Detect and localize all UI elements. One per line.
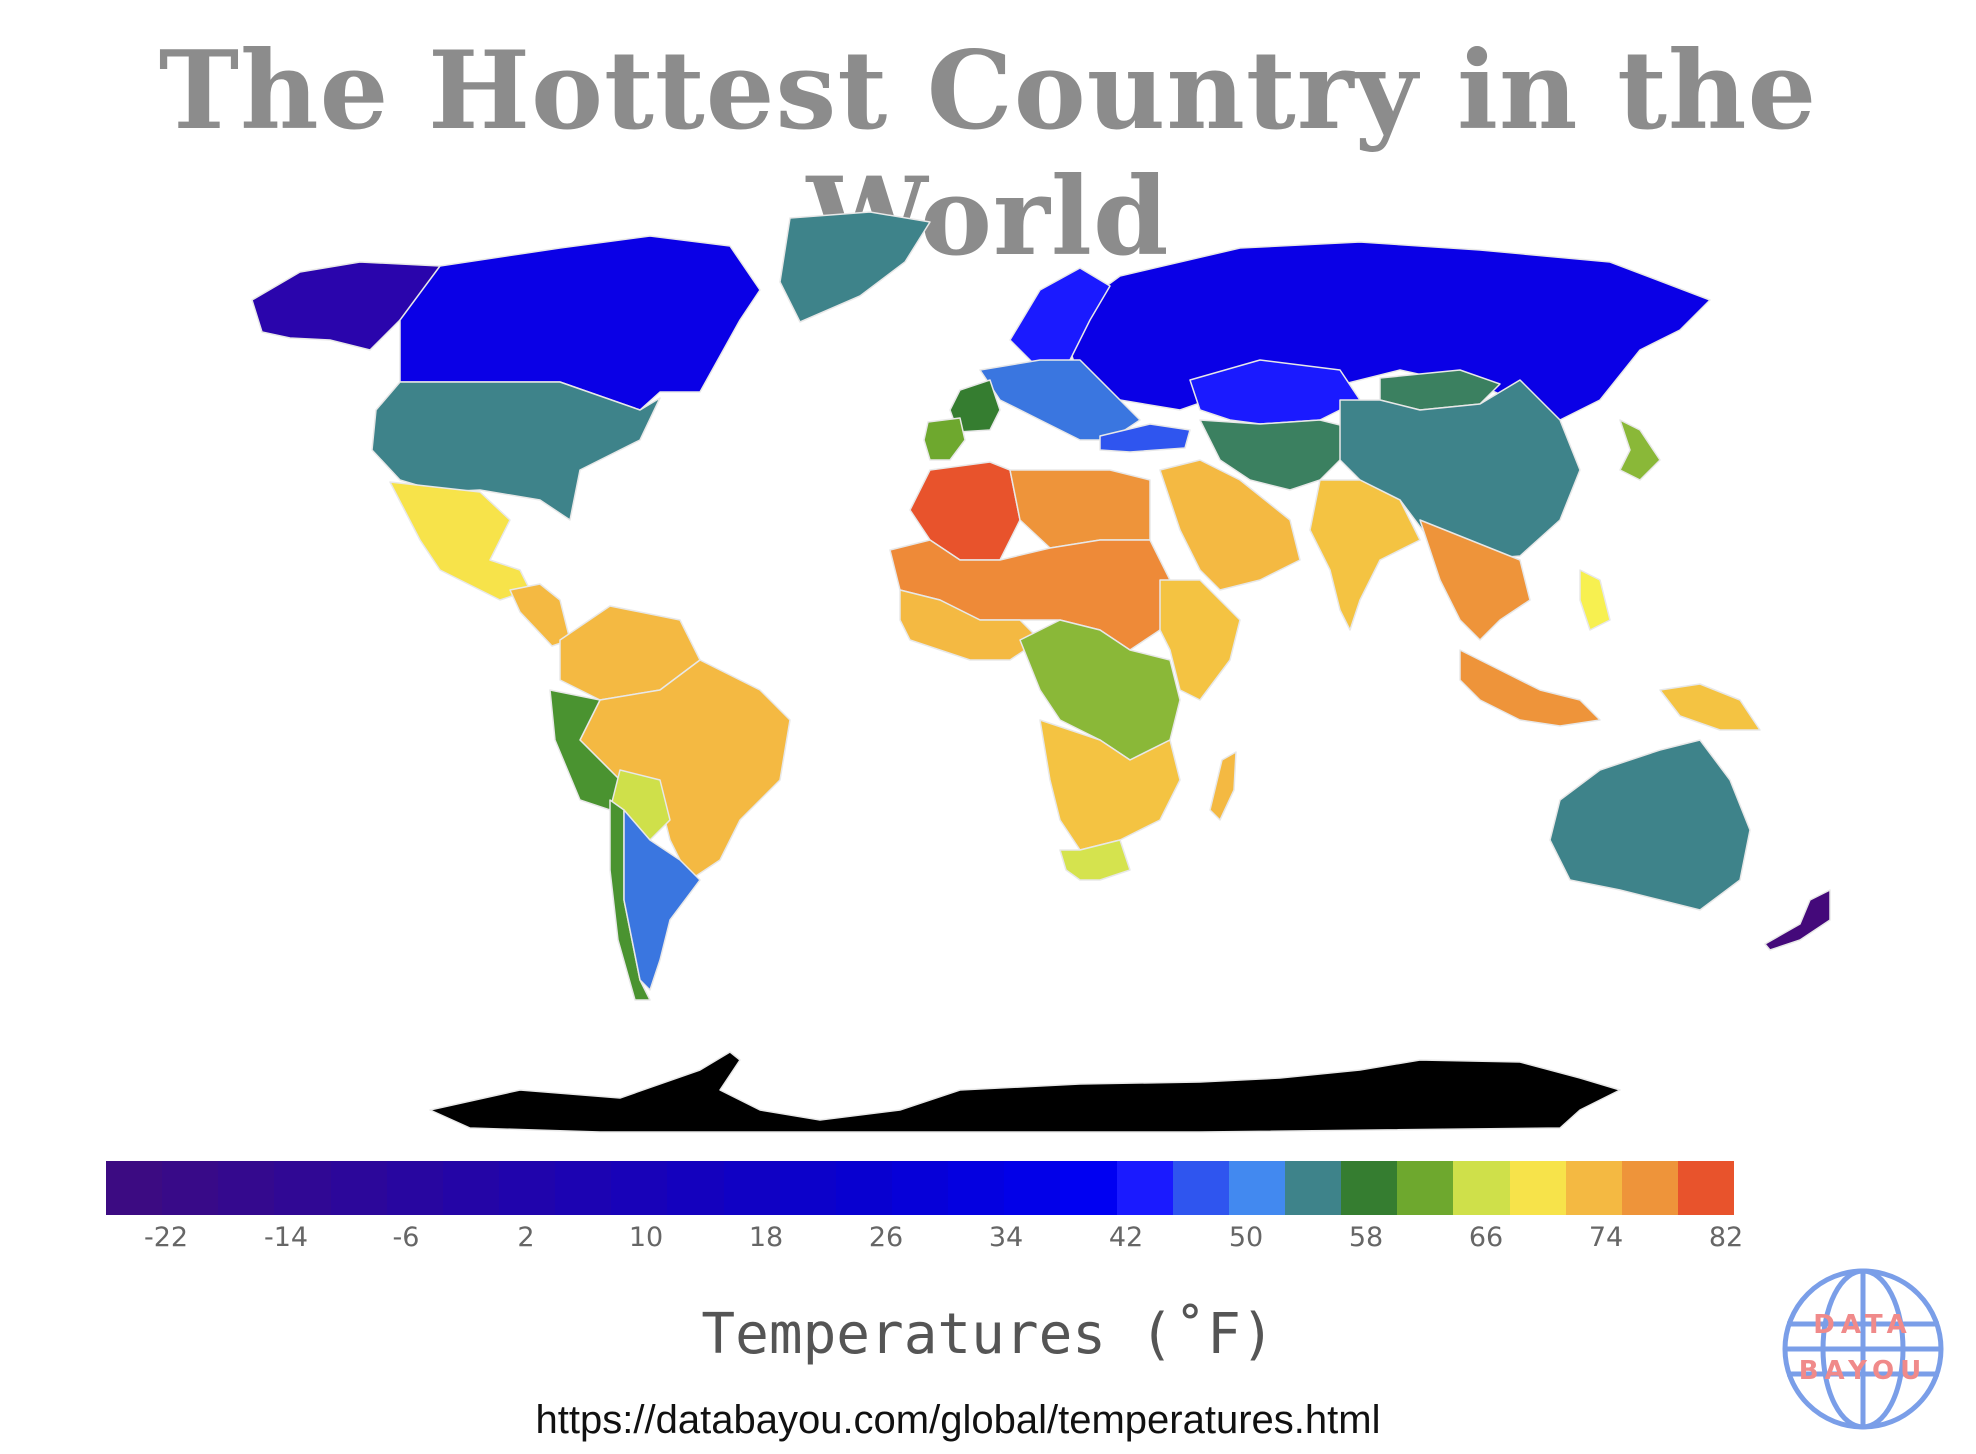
region-arabia[interactable]: Central Africa <box>1159 459 1301 591</box>
region-united-states[interactable]: United States <box>371 381 661 521</box>
region-greenland[interactable]: Alaska <box>779 211 931 323</box>
region-west-africa[interactable]: East Africa <box>899 589 1041 661</box>
scale-segment <box>948 1161 1005 1215</box>
scale-segment <box>1621 1161 1678 1215</box>
scale-tick-label: 18 <box>748 1222 784 1253</box>
scale-segment <box>835 1161 892 1215</box>
scale-segment <box>498 1161 556 1215</box>
region-central-asia[interactable]: Japan <box>1199 419 1361 491</box>
scale-tick-label: 58 <box>1348 1222 1384 1253</box>
region-libya-egypt[interactable]: West Africa <box>1009 469 1151 549</box>
scale-segment <box>386 1161 443 1215</box>
temperature-color-scale <box>106 1161 1735 1215</box>
scale-segment <box>1172 1161 1229 1215</box>
scale-tick-label: 50 <box>1228 1222 1264 1253</box>
scale-segment <box>1341 1161 1398 1215</box>
scale-tick-label: 10 <box>628 1222 664 1253</box>
scale-segment <box>1228 1161 1285 1215</box>
temperature-scale-ticks: -22 -14 -6 2 10 18 26 34 42 50 58 66 74 82 <box>106 1222 1743 1253</box>
scale-segment <box>891 1161 949 1215</box>
region-india[interactable]: India <box>1309 479 1421 631</box>
scale-segment <box>1284 1161 1342 1215</box>
region-new-guinea[interactable]: Libya/Egypt <box>1659 683 1761 731</box>
region-east-africa[interactable]: Southern Africa <box>1159 579 1241 701</box>
scale-segment <box>218 1161 275 1215</box>
scale-tick-label: -6 <box>392 1222 420 1253</box>
region-antarctica[interactable] <box>429 1051 1621 1133</box>
scale-segment <box>106 1161 163 1215</box>
scale-segment <box>330 1161 387 1215</box>
scale-tick-label: 42 <box>1108 1222 1144 1253</box>
scale-segment <box>667 1161 724 1215</box>
region-madagascar[interactable]: New Guinea <box>1209 751 1237 821</box>
scale-tick-label: 74 <box>1588 1222 1624 1253</box>
region-turkey[interactable]: Kazakhstan <box>1099 423 1191 453</box>
scale-tick-label: -22 <box>143 1222 189 1253</box>
scale-segment <box>555 1161 612 1215</box>
legend-label: Temperatures (˚F) <box>701 1302 1275 1367</box>
scale-tick-label: 34 <box>988 1222 1024 1253</box>
region-central-africa[interactable]: South Africa <box>1019 619 1181 761</box>
logo-text-line2: BAYOU <box>1798 1356 1928 1386</box>
scale-segment <box>611 1161 668 1215</box>
region-argentina[interactable]: Chile <box>623 809 701 991</box>
region-indonesia[interactable]: Indonesia <box>1459 649 1601 727</box>
scale-segment <box>1004 1161 1061 1215</box>
scale-tick-label: 82 <box>1708 1222 1744 1253</box>
region-central-america[interactable]: Central America <box>509 583 571 647</box>
region-france[interactable]: France <box>949 379 1001 433</box>
region-spain[interactable]: Spain <box>923 417 966 461</box>
scale-segment <box>1565 1161 1622 1215</box>
source-url[interactable]: https://databayou.com/global/temperature… <box>535 1398 1381 1442</box>
scale-segment <box>162 1161 219 1215</box>
logo-text-line1: DATA <box>1813 1310 1913 1340</box>
scale-segment <box>1397 1161 1454 1215</box>
region-southern-africa[interactable]: Madagascar <box>1039 719 1181 851</box>
scale-segment <box>1116 1161 1173 1215</box>
scale-segment <box>1060 1161 1117 1215</box>
scale-tick-label: -14 <box>263 1222 309 1253</box>
globe-icon <box>1782 1268 1944 1430</box>
scale-segment <box>1509 1161 1566 1215</box>
region-new-zealand[interactable]: Antarctica <box>1764 889 1831 951</box>
scale-segment <box>1677 1161 1735 1215</box>
region-australia[interactable]: New Zealand <box>1549 739 1751 911</box>
scale-segment <box>723 1161 780 1215</box>
region-south-africa[interactable]: Australia <box>1059 839 1131 881</box>
data-bayou-logo: DATA BAYOU <box>1778 1264 1948 1434</box>
region-japan[interactable]: Central Asia <box>1619 419 1661 481</box>
scale-segment <box>779 1161 836 1215</box>
scale-tick-label: 2 <box>517 1222 535 1253</box>
region-southeast-asia[interactable]: Southeast Asia <box>1419 519 1531 641</box>
scale-tick-label: 66 <box>1468 1222 1504 1253</box>
page-title: The Hottest Country in the World <box>158 28 1818 280</box>
scale-segment <box>274 1161 331 1215</box>
region-mexico[interactable]: Mexico <box>389 481 531 601</box>
scale-tick-label: 26 <box>868 1222 904 1253</box>
scale-segment <box>1453 1161 1510 1215</box>
scale-segment <box>442 1161 499 1215</box>
region-philippines[interactable]: North Africa <box>1579 569 1611 631</box>
